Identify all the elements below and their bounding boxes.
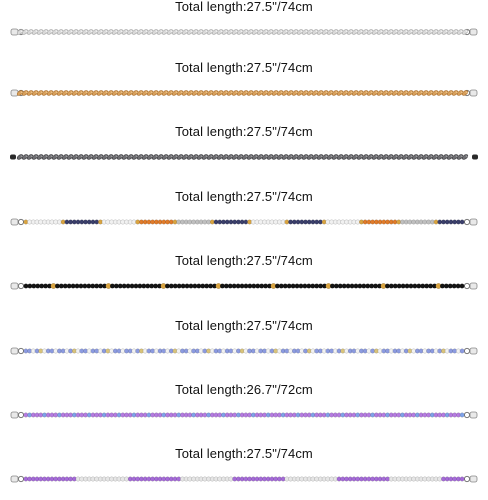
bead-strand <box>23 219 465 225</box>
rubber-end-cap <box>10 154 16 160</box>
rope-chain <box>16 154 469 160</box>
product-row: Total length:27.5"/74cm <box>0 310 488 372</box>
clasp <box>10 218 25 226</box>
rope-chain <box>16 90 469 96</box>
rubber-end-cap <box>472 154 478 160</box>
eyeglass-chain-image <box>0 274 488 298</box>
length-label: Total length:27.5"/74cm <box>175 189 313 204</box>
bead-strand <box>23 348 465 354</box>
eyeglass-chain-image <box>0 81 488 105</box>
clasp <box>10 347 25 355</box>
eyeglass-chain-image <box>0 210 488 234</box>
length-label: Total length:27.5"/74cm <box>175 0 313 14</box>
clasp <box>463 411 478 419</box>
bead-strand <box>23 412 465 418</box>
clasp <box>463 218 478 226</box>
eyeglass-chain-image <box>0 467 488 491</box>
clasp <box>10 282 25 290</box>
bead-strand <box>23 476 465 482</box>
product-row: Total length:26.7"/72cm <box>0 374 488 436</box>
bead-strand <box>23 283 465 289</box>
rope-chain <box>16 29 469 35</box>
clasp <box>463 347 478 355</box>
product-row: Total length:27.5"/74cm <box>0 0 488 53</box>
eyeglass-chain-image <box>0 403 488 427</box>
length-label: Total length:27.5"/74cm <box>175 446 313 461</box>
product-row: Total length:27.5"/74cm <box>0 438 488 500</box>
clasp <box>10 411 25 419</box>
eyeglass-chain-image <box>0 339 488 363</box>
clasp <box>463 282 478 290</box>
length-label: Total length:26.7"/72cm <box>175 382 313 397</box>
length-label: Total length:27.5"/74cm <box>175 124 313 139</box>
product-row: Total length:27.5"/74cm <box>0 245 488 307</box>
product-row: Total length:27.5"/74cm <box>0 116 488 178</box>
product-row: Total length:27.5"/74cm <box>0 52 488 114</box>
length-label: Total length:27.5"/74cm <box>175 60 313 75</box>
eyeglass-chain-image <box>0 145 488 169</box>
eyeglass-chain-image <box>0 20 488 44</box>
length-label: Total length:27.5"/74cm <box>175 253 313 268</box>
length-label: Total length:27.5"/74cm <box>175 318 313 333</box>
clasp <box>10 475 25 483</box>
product-row: Total length:27.5"/74cm <box>0 181 488 243</box>
clasp <box>463 475 478 483</box>
